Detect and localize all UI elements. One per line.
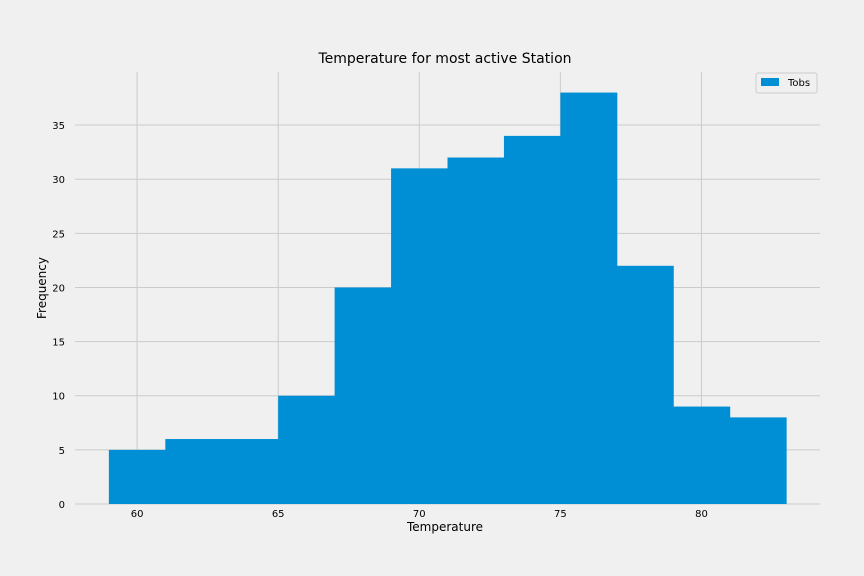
y-axis-label: Frequency — [35, 257, 49, 319]
histogram-bars — [108, 92, 787, 505]
histogram-bar — [729, 417, 787, 504]
legend-swatch-tobs — [761, 78, 779, 86]
histogram-bar — [165, 439, 223, 504]
x-axis-label: Temperature — [406, 520, 483, 534]
y-tick-label: 25 — [52, 229, 65, 240]
histogram-bar — [616, 265, 674, 504]
legend: Tobs — [755, 72, 818, 94]
histogram-bar — [673, 406, 731, 504]
y-tick-label: 20 — [52, 283, 65, 294]
histogram-bar — [108, 449, 166, 504]
y-tick-label: 15 — [52, 338, 65, 349]
histogram-bar — [503, 135, 561, 504]
histogram-bar — [391, 168, 448, 504]
y-tick-label: 30 — [52, 175, 65, 186]
y-tick-label: 0 — [59, 500, 65, 511]
x-tick-labels: 60 65 70 75 80 — [131, 509, 708, 520]
histogram-bar — [334, 287, 392, 504]
histogram-bar — [278, 395, 336, 504]
y-tick-labels: 0 5 10 15 20 25 30 35 — [52, 121, 65, 511]
y-tick-label: 35 — [52, 121, 65, 132]
histogram-bar — [560, 92, 618, 505]
x-tick-label: 80 — [695, 509, 708, 520]
histogram-bar — [221, 439, 279, 504]
y-tick-label: 10 — [52, 392, 65, 403]
histogram-bar — [447, 157, 505, 505]
x-tick-label: 65 — [272, 509, 285, 520]
y-tick-label: 5 — [59, 446, 65, 457]
legend-label-tobs: Tobs — [787, 78, 810, 89]
x-tick-label: 75 — [554, 509, 567, 520]
x-tick-label: 70 — [413, 509, 426, 520]
x-tick-label: 60 — [131, 509, 144, 520]
chart-title: Temperature for most active Station — [317, 51, 571, 67]
